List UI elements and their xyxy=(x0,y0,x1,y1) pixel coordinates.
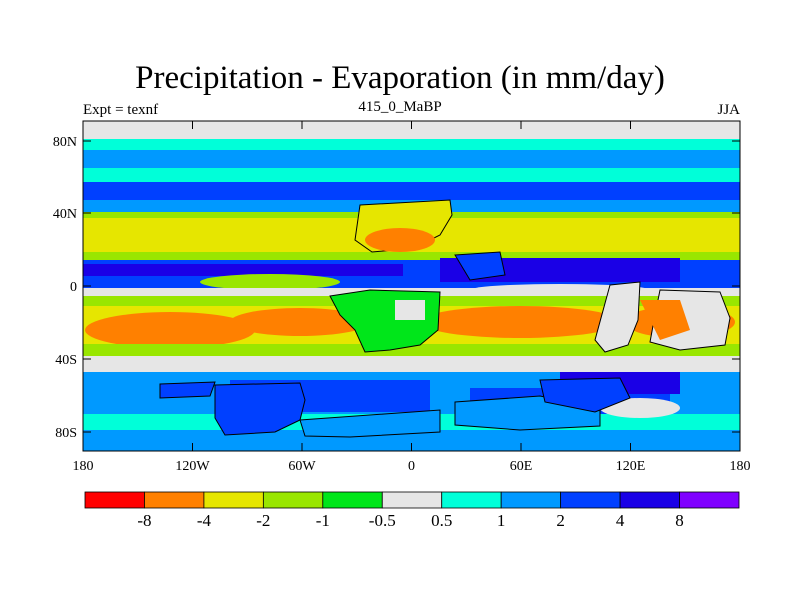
colorbar-swatch xyxy=(560,491,621,509)
colorbar-swatch xyxy=(381,491,443,509)
experiment-label: Expt = texnf xyxy=(83,102,159,118)
colorbar-label: 2 xyxy=(556,511,565,530)
colorbar-label: -8 xyxy=(137,511,151,530)
colorbar-swatch xyxy=(619,491,680,509)
map-title: Precipitation - Evaporation (in mm/day) xyxy=(135,60,665,96)
colorbar-swatch xyxy=(679,491,740,509)
x-tick-label: 0 xyxy=(408,459,415,474)
x-tick-label: 180 xyxy=(730,459,751,474)
y-axis: 80N 40N 0 40S 80S xyxy=(53,135,740,441)
x-axis: 180 120W 60W 0 60E 120E 180 xyxy=(73,121,751,474)
y-tick-label: 40S xyxy=(55,353,77,368)
colorbar-label: -2 xyxy=(256,511,270,530)
map-subtitle: 415_0_MaBP xyxy=(358,99,442,115)
colorbar-swatch xyxy=(322,491,383,509)
colorbar-label: 0.5 xyxy=(431,511,452,530)
colorbar-label: -1 xyxy=(316,511,330,530)
x-tick-label: 120W xyxy=(175,459,210,474)
y-tick-label: 80N xyxy=(53,135,77,150)
colorbar-label: -4 xyxy=(197,511,212,530)
colorbar-label: 1 xyxy=(497,511,506,530)
x-tick-label: 180 xyxy=(73,459,94,474)
colorbar-swatch xyxy=(441,491,502,509)
colorbar-label: -0.5 xyxy=(369,511,396,530)
x-tick-label: 60W xyxy=(288,459,316,474)
y-tick-label: 0 xyxy=(70,280,77,295)
season-label: JJA xyxy=(717,102,740,118)
y-tick-label: 40N xyxy=(53,207,77,222)
colorbar-swatch xyxy=(144,491,205,509)
colorbar-swatch xyxy=(203,491,264,509)
colorbar-swatch xyxy=(262,491,324,509)
x-tick-label: 120E xyxy=(616,459,646,474)
colorbar-label: 8 xyxy=(675,511,684,530)
map-field xyxy=(83,121,740,451)
colorbar-label: 4 xyxy=(616,511,625,530)
colorbar-swatch xyxy=(84,491,145,509)
colorbar: -8 -4 -2 -1 -0.5 0.5 1 2 4 8 xyxy=(84,491,740,530)
x-tick-label: 60E xyxy=(510,459,533,474)
colorbar-swatch xyxy=(500,491,562,509)
y-tick-label: 80S xyxy=(55,426,77,441)
